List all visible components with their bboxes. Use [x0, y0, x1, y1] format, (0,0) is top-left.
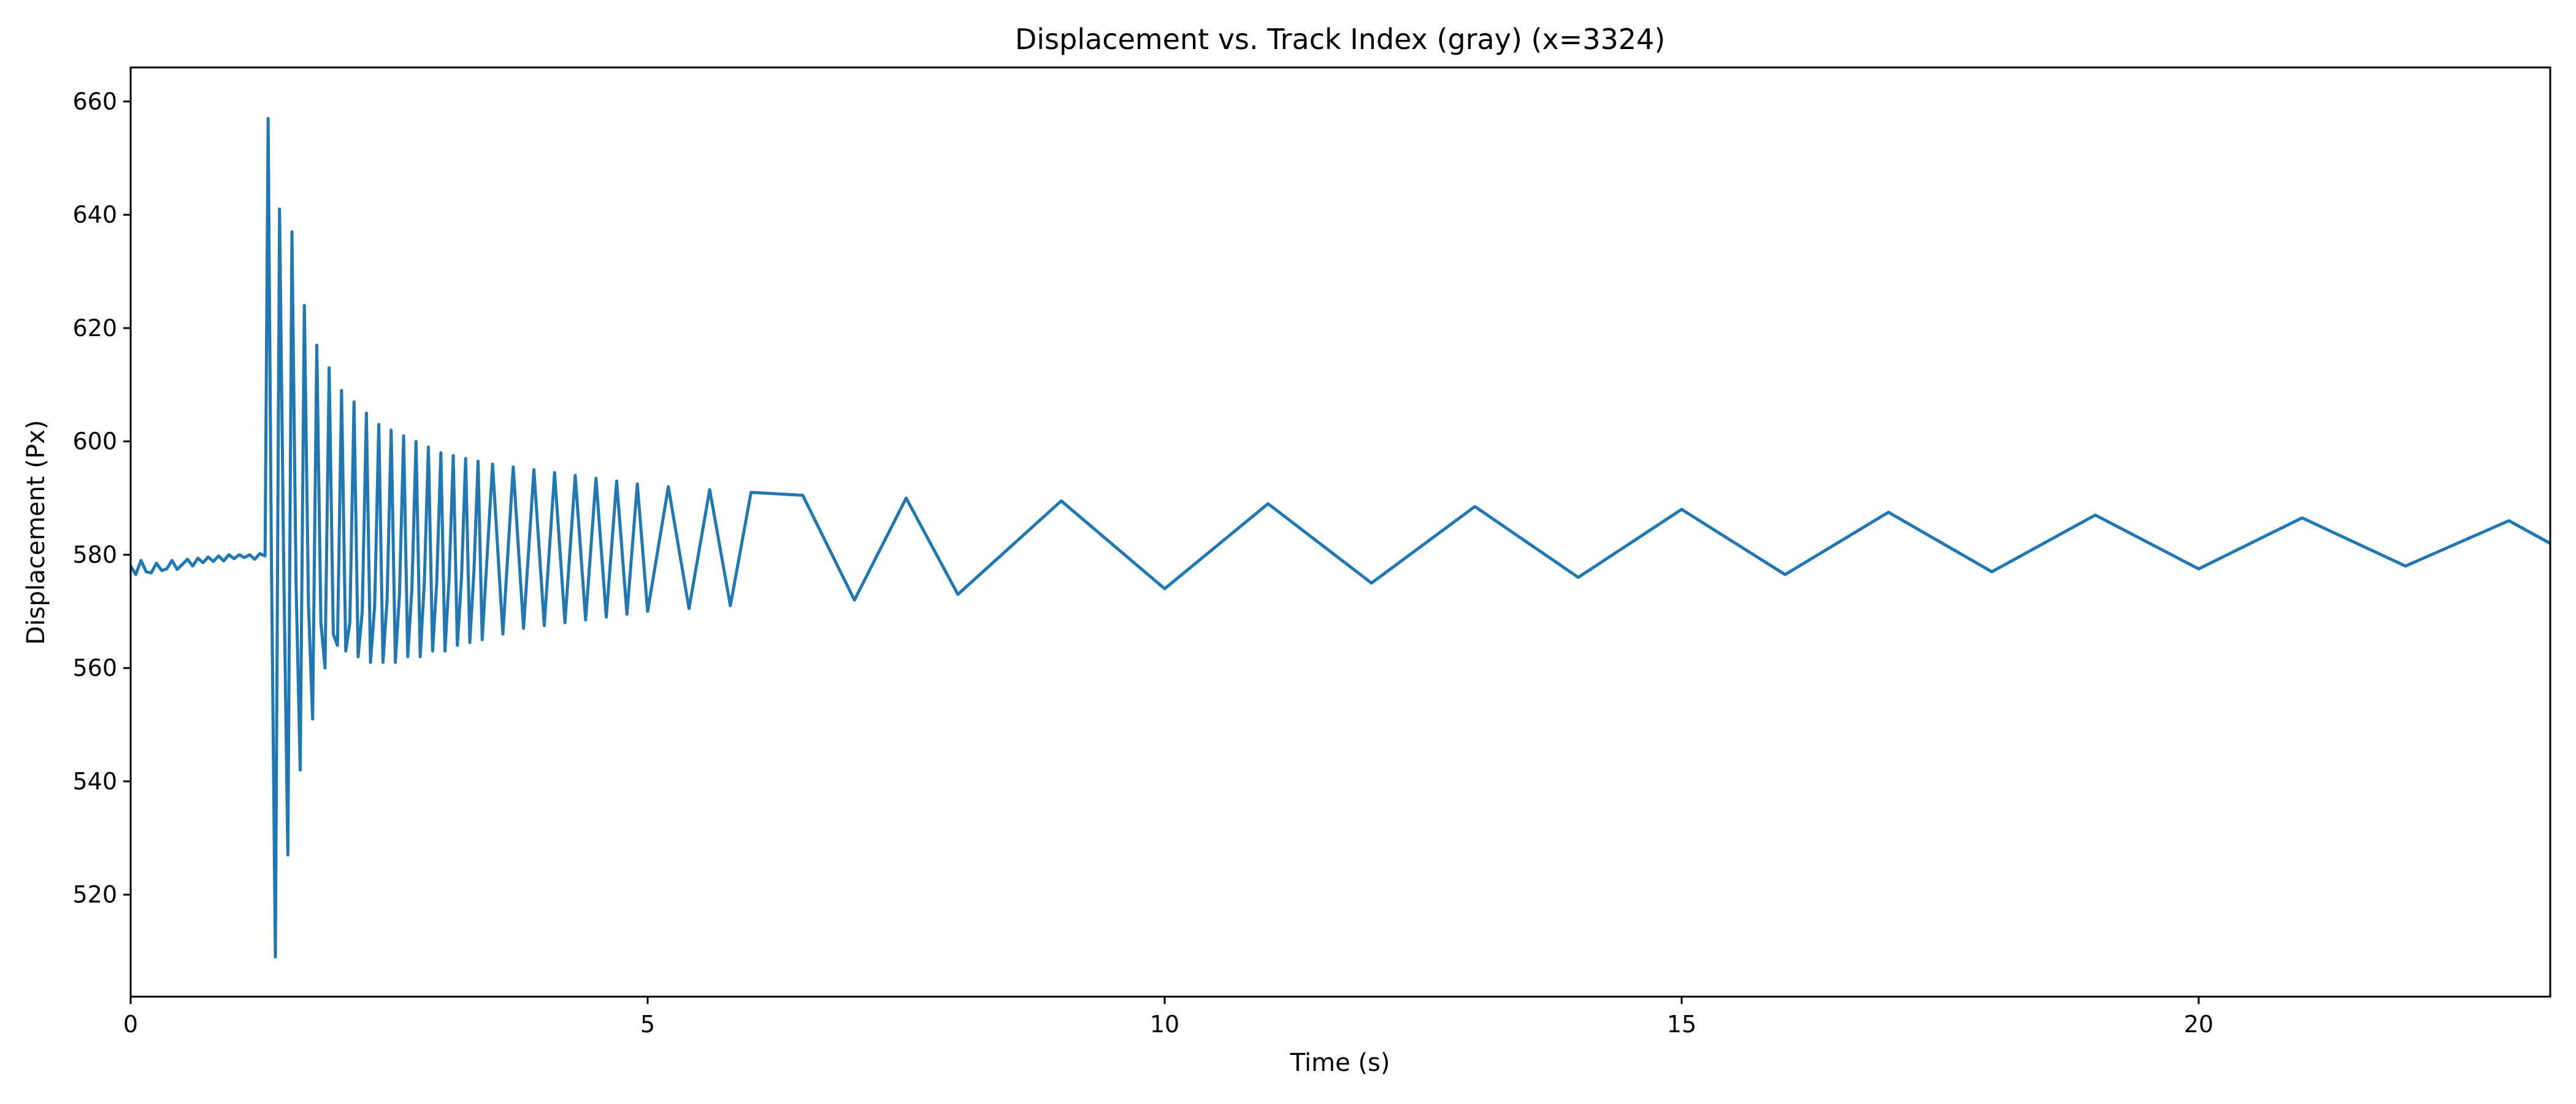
x-tick-label: 15 — [1667, 1011, 1696, 1038]
y-tick-label: 560 — [72, 654, 117, 681]
x-tick-label: 0 — [123, 1011, 138, 1038]
x-tick-label: 10 — [1150, 1011, 1179, 1038]
y-tick-label: 580 — [72, 541, 117, 568]
y-axis: 520 540 560 580 600 620 640 660 — [72, 88, 131, 908]
y-tick-label: 520 — [72, 881, 117, 908]
y-tick-label: 660 — [72, 88, 117, 115]
chart-title: Displacement vs. Track Index (gray) (x=3… — [1015, 23, 1665, 56]
series-line-displacement — [131, 117, 2550, 959]
y-axis-label: Displacement (Px) — [22, 420, 50, 645]
plot-frame — [129, 66, 2551, 998]
y-tick-label: 600 — [72, 428, 117, 455]
x-axis: 0 5 10 15 20 — [123, 997, 2214, 1038]
x-tick-label: 5 — [640, 1011, 655, 1038]
x-tick-label: 20 — [2184, 1011, 2214, 1038]
y-tick-label: 540 — [72, 768, 117, 795]
y-tick-label: 620 — [72, 315, 117, 342]
x-axis-label: Time (s) — [1290, 1049, 1390, 1077]
y-tick-label: 640 — [72, 201, 117, 228]
